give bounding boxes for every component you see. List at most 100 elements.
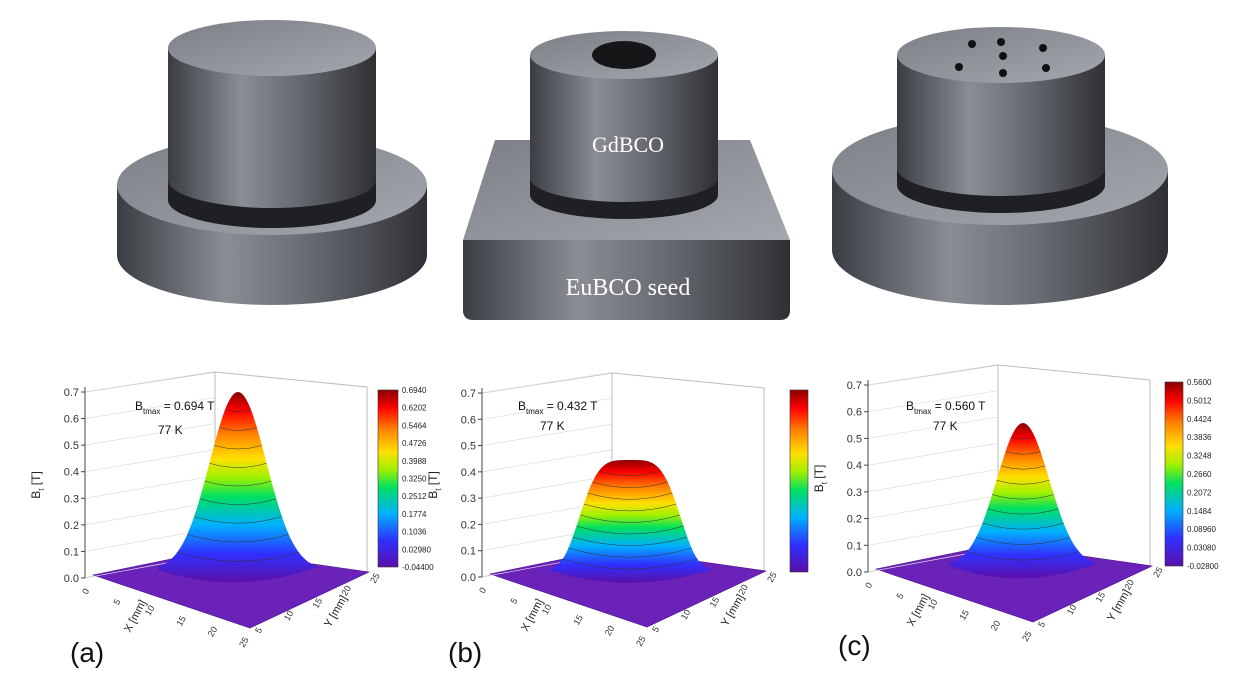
z-tick-label: 0.1 [847,540,862,552]
photo-b: GdBCO EuBCO seed [463,31,790,320]
wall-grid [481,372,613,394]
z-title-unit: [T] [812,465,826,482]
contour [199,498,277,505]
z-tick-label: 0.3 [64,493,79,505]
plot-panel: 0.0 0.1 0.2 0.3 0.4 0.5 0.6 0.7 Bt [T] 0 5 10 15 20 25… [426,372,809,668]
x-tick-label: 20 [206,625,220,639]
x-tick-label: 20 [989,619,1003,633]
panel-label: (b) [448,637,482,668]
z-axis-title: Bt [T] [29,471,46,499]
colorbar-label: 0.3988 [402,457,427,466]
annotation-symbol: B [906,399,914,413]
wall-grid [867,521,999,546]
z-tick-label: 0.2 [461,519,476,531]
x-tick-label: 5 [508,596,519,605]
x-tick-label: 0 [80,587,91,596]
y-tick-label: 20 [1122,578,1136,592]
photo-label: EuBCO seed [566,275,691,301]
colorbar-label: 0.4726 [402,439,427,448]
y-tick-label: 10 [282,609,296,623]
z-tick-label: 0.6 [461,414,476,426]
y-axis-title: Y [mm] [322,594,350,630]
z-tick-label: 0.5 [847,433,862,445]
annotation: Btmax = 0.694 T [135,399,215,416]
z-title-subscript: t [37,488,46,491]
plot-panel: 0.0 0.1 0.2 0.3 0.4 0.5 0.6 0.7 Bt [T] 0 5 10 15 20 25… [29,371,434,668]
z-tick-label: 0.2 [847,514,862,526]
contour [576,525,684,535]
z-title-symbol: B [426,491,440,499]
contour [583,503,677,512]
surface [949,423,1097,579]
wall-grid [867,364,999,386]
colorbar [789,389,809,573]
z-tick-label: 0.0 [461,572,476,584]
contour [1000,465,1046,470]
x-tick-label: 15 [571,613,585,627]
wall-grid [867,390,999,413]
wall-grid [84,397,216,419]
contour [177,551,299,562]
colorbar-label: 0.5012 [1187,396,1212,405]
colorbar-label: 0.5464 [402,421,427,430]
y-tick-label: 25 [765,570,779,584]
contour [996,479,1050,485]
z-tick-label: 0.0 [64,573,79,585]
x-tick-label: 10 [143,604,157,618]
z-tick-label: 0.7 [64,387,79,399]
contour [204,480,272,487]
z-tick-label: 0.4 [847,460,862,472]
colorbar-label: 0.2512 [402,492,427,501]
x-tick-label: 0 [477,586,488,595]
colorbar-label: 0.5600 [1187,378,1212,387]
temperature: 77 K [158,423,183,437]
x-tick-label: 5 [894,591,905,600]
surface [548,460,712,583]
colorbar-label: 0.3836 [1187,433,1212,442]
colorbar-label: 0.3248 [1187,452,1212,461]
contour [580,514,680,523]
annotation-subscript: tmax [914,407,931,416]
plots: 0.0 0.1 0.2 0.3 0.4 0.5 0.6 0.7 Bt [T] 0 5 10 15 20 25… [29,364,1219,668]
colorbar-label: 0.6202 [402,404,427,413]
y-tick-label: 5 [650,625,661,634]
x-tick-label: 10 [926,598,940,612]
y-tick-label: 25 [1151,565,1165,579]
wall-grid [481,397,613,420]
colorbar-label: 0.1774 [402,510,427,519]
wall-grid [84,423,216,446]
colorbar-label: 0.6940 [402,386,427,395]
x-tick-label: 20 [603,624,617,638]
colorbar-label: 0.02980 [402,545,431,554]
colorbar-label: 0.2660 [1187,470,1212,479]
y-tick-label: 25 [368,571,382,585]
contour [1010,437,1036,440]
z-tick-label: 0.6 [847,407,862,419]
wall-grid [84,371,216,393]
annotation-subscript: tmax [526,407,543,416]
z-title-symbol: B [29,491,43,499]
surface [158,392,318,583]
colorbar-label: 0.2072 [1187,488,1212,497]
annotation-text: = 0.694 T [160,399,215,413]
annotation-symbol: B [135,399,143,413]
x-axis-title: X [mm] [905,592,932,628]
z-tick-label: 0.5 [64,440,79,452]
z-title-unit: [T] [29,471,43,488]
wall-grid [481,475,613,499]
z-tick-label: 0.7 [847,380,862,392]
photo-label: GdBCO [592,132,664,157]
y-axis-title: Y [mm] [719,593,747,629]
z-axis-title: Bt [T] [426,471,443,499]
annotation-subscript: tmax [143,407,160,416]
y-tick-label: 5 [253,626,264,635]
x-tick-label: 5 [111,597,122,606]
z-tick-label: 0.3 [461,493,476,505]
x-tick-label: 25 [634,634,648,648]
colorbar-label: 0.1036 [402,528,427,537]
z-title-subscript: t [434,488,443,491]
wall-grid [84,475,216,499]
colorbar-label: 0.03080 [1187,544,1216,553]
y-tick-label: 15 [311,596,325,610]
